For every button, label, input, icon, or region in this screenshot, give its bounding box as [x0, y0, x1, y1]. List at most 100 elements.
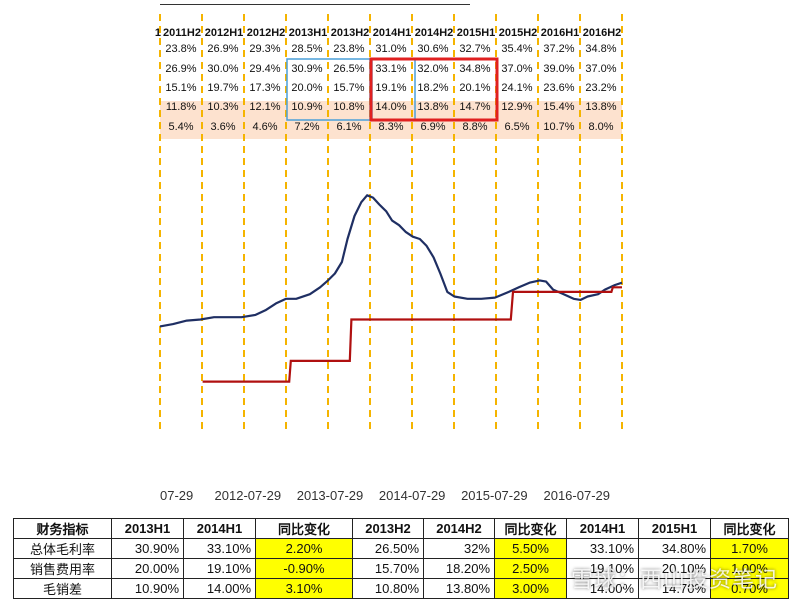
- metric-cell: 28.5%: [291, 43, 322, 55]
- change-cell: 0.70%: [710, 578, 789, 599]
- table-header: 2014H1: [183, 518, 256, 539]
- metric-cell: 34.8%: [459, 63, 490, 75]
- highlight-boxes: [286, 57, 499, 122]
- metric-cell: 8.0%: [588, 121, 613, 133]
- period-label: 2013H2: [331, 27, 370, 39]
- table-cell: 34.80%: [638, 538, 711, 559]
- metric-cell: 17.3%: [249, 82, 280, 94]
- table-cell: 15.70%: [352, 558, 424, 579]
- table-cell: 10.80%: [352, 578, 424, 599]
- period-label: 2015H2: [499, 27, 538, 39]
- metric-cell: 15.4%: [543, 101, 574, 113]
- metric-cell: 10.9%: [291, 101, 322, 113]
- metric-cell: 23.8%: [333, 43, 364, 55]
- x-axis-ticks: 07-29 2012-07-29 2013-07-29 2014-07-29 2015-…: [160, 488, 610, 503]
- period-label: 2013H1: [289, 27, 328, 39]
- metric-cell: 6.9%: [420, 121, 445, 133]
- plot-area: [159, 194, 623, 383]
- metric-cell: 8.3%: [378, 121, 403, 133]
- table-row: 销售费用率 20.00% 19.10% -0.90% 15.70% 18.20%…: [13, 558, 789, 579]
- metric-cells: 23.8% 26.9% 29.3% 28.5% 23.8% 31.0% 30.6% 32.7%…: [165, 43, 616, 133]
- table-cell: 14.00%: [566, 578, 639, 599]
- metric-cell: 26.9%: [165, 63, 196, 75]
- metric-cell: 8.8%: [462, 121, 487, 133]
- table-header: 2013H1: [111, 518, 184, 539]
- metric-cell: 12.1%: [249, 101, 280, 113]
- metric-cell: 10.7%: [543, 121, 574, 133]
- metric-cell: 33.1%: [375, 63, 406, 75]
- table-cell: 20.00%: [111, 558, 184, 579]
- metric-cell: 5.4%: [168, 121, 193, 133]
- metric-cell: 3.6%: [210, 121, 235, 133]
- metric-cell: 32.7%: [459, 43, 490, 55]
- change-cell: 2.20%: [255, 538, 353, 559]
- metric-cell: 6.5%: [504, 121, 529, 133]
- row-label: 销售费用率: [13, 558, 112, 579]
- period-label: 2015H1: [457, 27, 496, 39]
- metric-cell: 19.1%: [375, 82, 406, 94]
- metric-cell: 23.6%: [543, 82, 574, 94]
- metric-cell: 18.2%: [417, 82, 448, 94]
- table-row: 总体毛利率 30.90% 33.10% 2.20% 26.50% 32% 5.5…: [13, 538, 789, 559]
- metric-cell: 12.9%: [501, 101, 532, 113]
- metric-cell: 37.0%: [585, 63, 616, 75]
- series-step-line: [202, 286, 622, 383]
- grid-lines: [159, 14, 623, 430]
- metric-cell: 20.1%: [459, 82, 490, 94]
- metric-cell: 13.8%: [585, 101, 616, 113]
- change-cell: -0.90%: [255, 558, 353, 579]
- table-header: 财务指标: [13, 518, 112, 539]
- table-header: 同比变化: [710, 518, 789, 539]
- period-label: 2014H2: [415, 27, 454, 39]
- period-header: 1 2011H2 2012H1 2012H2 2013H1 2013H2 2014H1 201…: [155, 27, 621, 39]
- watermark: 雪球：西山投资笔记: [570, 568, 778, 593]
- metric-cell: 10.8%: [333, 101, 364, 113]
- metric-cell: 15.7%: [333, 82, 364, 94]
- table-cell: 26.50%: [352, 538, 424, 559]
- change-cell: 3.10%: [255, 578, 353, 599]
- metric-cell: 20.0%: [291, 82, 322, 94]
- period-label: 2012H1: [205, 27, 244, 39]
- metric-cell: 23.8%: [165, 43, 196, 55]
- metric-cell: 10.3%: [207, 101, 238, 113]
- period-label: 2012H2: [247, 27, 286, 39]
- row-label: 总体毛利率: [13, 538, 112, 559]
- table-header: 2015H1: [638, 518, 711, 539]
- metric-cell: 35.4%: [501, 43, 532, 55]
- period-label: 2014H1: [373, 27, 412, 39]
- metric-cell: 34.8%: [585, 43, 616, 55]
- table-cell: 10.90%: [111, 578, 184, 599]
- table-cell: 33.10%: [183, 538, 256, 559]
- row-label: 毛销差: [13, 578, 112, 599]
- x-tick-label: 2014-07-29: [379, 488, 446, 503]
- metric-cell: 24.1%: [501, 82, 532, 94]
- table-header: 同比变化: [255, 518, 353, 539]
- metric-cell: 37.2%: [543, 43, 574, 55]
- metric-cell: 32.0%: [417, 63, 448, 75]
- table-cell: 19.10%: [183, 558, 256, 579]
- period-label: 2011H2: [163, 27, 201, 39]
- change-cell: 2.50%: [494, 558, 567, 579]
- metric-cell: 30.0%: [207, 63, 238, 75]
- metric-cell: 37.0%: [501, 63, 532, 75]
- red-box: [369, 57, 499, 122]
- metric-cell: 11.8%: [166, 101, 197, 113]
- change-cell: 1.00%: [710, 558, 789, 579]
- table-header-row: 财务指标 2013H1 2014H1 同比变化 2013H2 2014H2 同比…: [13, 518, 789, 539]
- metric-cell: 23.2%: [585, 82, 616, 94]
- x-tick-label: 2013-07-29: [297, 488, 364, 503]
- metric-cell: 19.7%: [207, 82, 238, 94]
- metric-cell: 26.5%: [333, 63, 364, 75]
- table-cell: 18.20%: [423, 558, 495, 579]
- table-cell: 33.10%: [566, 538, 639, 559]
- x-tick-label: 2015-07-29: [461, 488, 528, 503]
- metric-cell: 30.6%: [417, 43, 448, 55]
- metric-cell: 15.1%: [165, 82, 196, 94]
- x-tick-label: 2012-07-29: [215, 488, 282, 503]
- metric-cell: 7.2%: [294, 121, 319, 133]
- metric-cell: 31.0%: [375, 43, 406, 55]
- table-cell: 32%: [423, 538, 495, 559]
- table-header: 2014H1: [566, 518, 639, 539]
- metric-cell: 4.6%: [252, 121, 277, 133]
- metric-cell: 14.0%: [375, 101, 406, 113]
